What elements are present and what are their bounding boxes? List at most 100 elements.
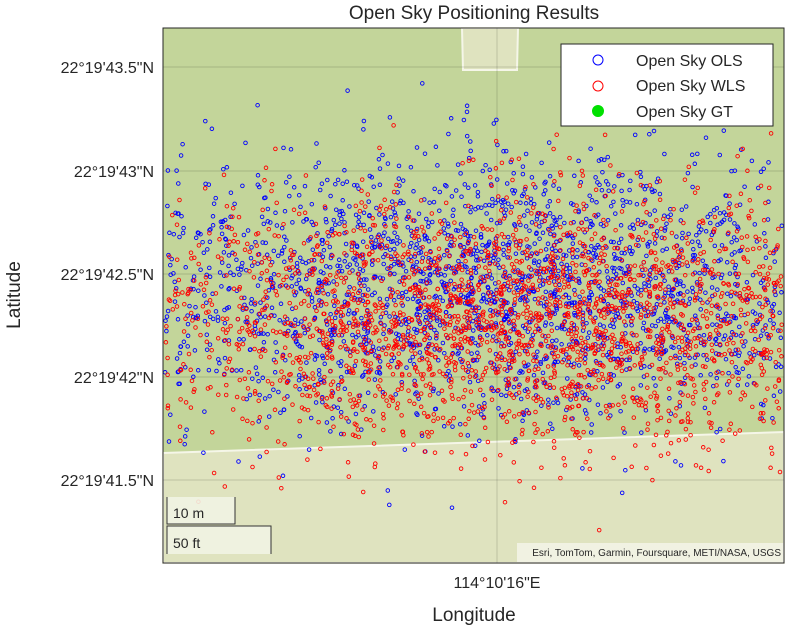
scatter-point: [530, 332, 536, 338]
scatter-point: [448, 116, 454, 121]
scatter-point: [174, 304, 180, 309]
scatter-point: [589, 292, 595, 297]
scatter-point: [604, 409, 609, 414]
scatter-point: [500, 312, 505, 318]
scatter-point: [353, 212, 359, 218]
scatter-point: [489, 385, 494, 391]
scatter-point: [489, 320, 494, 325]
scatter-point: [266, 256, 272, 261]
scatter-point: [598, 411, 603, 416]
scatter-point: [677, 399, 683, 405]
scatter-point: [585, 343, 591, 349]
scatter-point: [367, 227, 373, 232]
scatter-point: [619, 368, 625, 374]
scatter-point: [641, 348, 647, 354]
scatter-point: [651, 305, 657, 311]
scatter-point: [564, 262, 570, 268]
scatter-point: [714, 383, 719, 388]
scatter-point: [623, 323, 628, 328]
scatter-point: [647, 131, 652, 137]
scatter-point: [331, 424, 336, 429]
scatter-point: [255, 252, 261, 257]
scatter-point: [653, 323, 658, 329]
scatter-point: [645, 309, 651, 315]
scatter-point: [588, 224, 593, 230]
scatter-point: [703, 135, 709, 140]
map-attribution[interactable]: Esri, TomTom, Garmin, Foursquare, METI/N…: [532, 548, 781, 559]
scatter-point: [396, 176, 402, 181]
legend[interactable]: Open Sky OLS Open Sky WLS Open Sky GT: [560, 43, 774, 127]
x-axis-label: Longitude: [432, 605, 515, 626]
scatter-point: [336, 257, 342, 263]
scatter-point: [312, 357, 318, 362]
scatter-point: [494, 177, 500, 182]
scatter-point: [662, 278, 667, 283]
scatter-point: [738, 307, 744, 313]
scatter-point: [211, 201, 217, 206]
scatter-point: [442, 218, 447, 223]
scatter-point: [345, 346, 351, 352]
scatter-point: [356, 393, 361, 399]
scatter-point: [778, 335, 784, 341]
scatter-point: [174, 356, 180, 361]
scatter-point: [628, 178, 633, 184]
scatter-point: [556, 198, 561, 204]
scatter-point: [612, 256, 618, 262]
scatter-point: [477, 314, 483, 319]
scatter-point: [397, 360, 402, 366]
scatter-point: [442, 252, 447, 258]
scatter-point: [228, 270, 233, 275]
scatter-point: [569, 300, 574, 305]
scatter-point: [623, 273, 628, 278]
scatter-point: [262, 348, 268, 353]
scatter-point: [412, 326, 417, 332]
scatter-point: [669, 269, 675, 274]
scatter-point: [353, 411, 359, 417]
scatter-point: [185, 344, 190, 349]
scatter-point: [324, 240, 330, 246]
scatter-point: [496, 387, 501, 393]
scatter-point: [539, 403, 544, 408]
scatter-point: [236, 286, 242, 292]
scatter-point: [695, 185, 700, 191]
scatter-point: [206, 367, 212, 373]
scatter-point: [531, 260, 537, 266]
scatter-point: [509, 204, 514, 210]
scatter-point: [677, 403, 683, 409]
scatter-point: [593, 315, 598, 321]
scatter-point: [403, 289, 409, 295]
scatter-point: [313, 164, 318, 170]
scatter-point: [399, 262, 404, 268]
scatter-point: [763, 200, 768, 206]
scatter-point: [371, 348, 377, 353]
scatter-point: [313, 400, 319, 405]
scatter-point: [761, 217, 767, 223]
scatter-point: [207, 314, 213, 320]
scatter-point: [209, 126, 215, 132]
scatter-point: [279, 251, 285, 256]
scatter-point: [405, 224, 411, 230]
scatter-point: [490, 203, 495, 209]
scatter-point: [253, 300, 258, 305]
scatter-point: [608, 371, 614, 377]
scatter-point: [744, 280, 750, 285]
scatter-point: [259, 214, 265, 220]
scatter-point: [183, 265, 188, 270]
scatter-point: [458, 337, 464, 342]
scatter-point: [479, 205, 484, 210]
scatter-point: [552, 369, 557, 374]
scatter-point: [576, 158, 581, 164]
scatter-point: [360, 373, 366, 378]
scatter-point: [690, 184, 695, 190]
scatter-point: [305, 457, 310, 462]
scatter-point: [283, 180, 289, 185]
scatter-point: [685, 289, 690, 294]
scatter-point: [484, 211, 489, 216]
scatter-point: [471, 289, 476, 295]
scatter-point: [347, 284, 352, 290]
scatter-point: [437, 295, 443, 300]
scatter-point: [422, 233, 428, 238]
scatter-point: [317, 280, 322, 285]
scatter-point: [390, 239, 396, 244]
scatter-point: [679, 235, 685, 241]
